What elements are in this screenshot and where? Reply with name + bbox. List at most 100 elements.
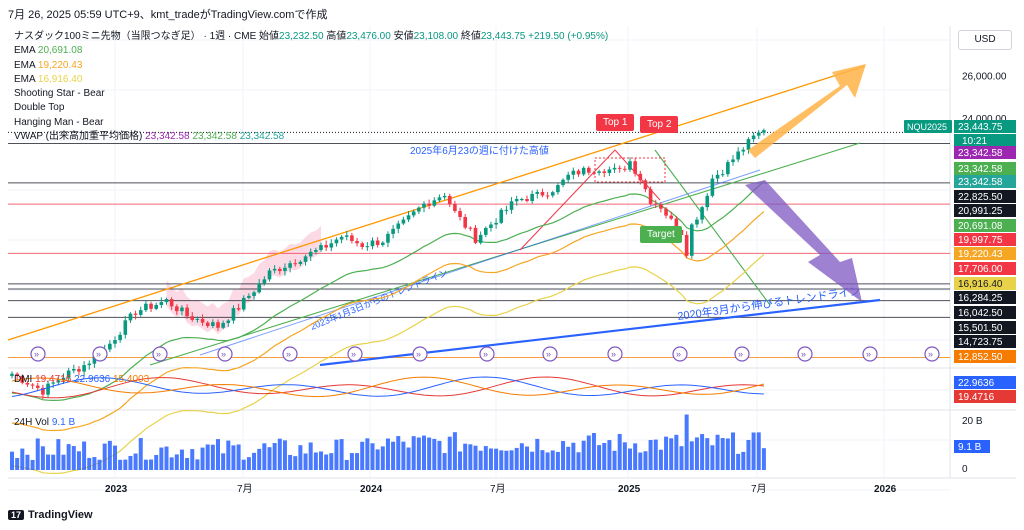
candle-body [278, 268, 282, 272]
volume-bar [689, 441, 694, 470]
indicator-name: EMA [14, 59, 36, 71]
candle-body [355, 241, 359, 244]
volume-bar [494, 448, 499, 470]
tradingview-logo[interactable]: 17 TradingView [8, 509, 93, 521]
vwap-value-3: 23,342.58 [239, 131, 285, 143]
volume-bar [488, 448, 493, 470]
candle-body [329, 243, 334, 248]
volume-bar [257, 448, 262, 470]
indicator-name: VWAP (出来高加重平均価格) [14, 131, 143, 143]
candle-body [700, 207, 704, 220]
event-markers: » » » » » » » » » » » » » » » [30, 346, 940, 362]
main-legend: ナスダック100ミニ先物（当限つなぎ足） · 1週 · CME 始値23,232… [14, 30, 608, 144]
volume-bar [385, 438, 390, 470]
volume-bar [35, 438, 40, 470]
volume-bar [514, 447, 519, 470]
top1-fall-line [614, 149, 661, 201]
event-marker [282, 346, 298, 362]
volume-legend[interactable]: 24H Vol 9.1 B [14, 417, 75, 428]
volume-bar [92, 457, 97, 470]
price-tag-text: 23,443.75 [958, 122, 1003, 133]
candle-body [360, 243, 364, 248]
volume-bar [468, 444, 473, 470]
price-tag-text: 17,706.00 [958, 264, 1003, 275]
event-marker [862, 346, 878, 362]
indicator-ema-2[interactable]: EMA 19,220.43 [14, 59, 608, 73]
volume-bar [416, 437, 421, 470]
volume-bar [190, 449, 195, 470]
candle-body [664, 208, 668, 216]
candle-body [133, 313, 138, 315]
volume-bar [648, 439, 653, 470]
candle-body [690, 224, 694, 256]
price-tag-bg [954, 247, 1016, 260]
candle-body [123, 320, 128, 335]
upper-channel-line [7, 65, 866, 341]
symbol-line[interactable]: ナスダック100ミニ先物（当限つなぎ足） · 1週 · CME 始値23,232… [14, 30, 608, 44]
candle-body [411, 211, 416, 216]
volume-bar [380, 446, 385, 470]
volume-bar [581, 440, 586, 470]
event-marker-glyph: » [483, 349, 488, 359]
volume-bar [293, 456, 298, 470]
candle-body [10, 373, 14, 376]
candle-body [30, 384, 35, 386]
candle-body [432, 200, 437, 206]
dmi-legend[interactable]: DMI 19.4716 22.9636 15.4003 [14, 374, 149, 385]
indicator-hanging-man[interactable]: Hanging Man - Bear [14, 116, 608, 130]
dmi-line-2 [11, 376, 764, 397]
candle-body [293, 263, 298, 265]
indicator-shooting-star[interactable]: Shooting Star - Bear [14, 87, 608, 101]
event-marker-glyph: » [866, 349, 871, 359]
candle-body [334, 239, 339, 244]
ohlc-open-value: 23,232.50 [279, 31, 324, 42]
candle-body [288, 263, 292, 268]
indicator-ema-3[interactable]: EMA 16,916.40 [14, 73, 608, 87]
volume-bar [633, 443, 638, 470]
volume-bar [221, 453, 226, 470]
volume-bar [349, 453, 354, 470]
price-tag-text: 20,691.08 [958, 221, 1003, 232]
ohlc-low-label: 安値 [393, 31, 414, 42]
candle-body [602, 171, 607, 174]
volume-bar [442, 453, 447, 470]
candle-body [525, 199, 529, 202]
indicator-double-top[interactable]: Double Top [14, 101, 608, 115]
volume-bar [298, 445, 303, 470]
candle-body [396, 223, 401, 229]
volume-bar [267, 447, 272, 470]
volume-bar [113, 445, 117, 470]
event-marker [607, 346, 623, 362]
volume-bar [746, 439, 751, 470]
indicator-ema-1[interactable]: EMA 20,691.08 [14, 44, 608, 58]
candle-body [344, 235, 349, 237]
ohlc-low-value: 23,108.00 [413, 31, 459, 42]
indicator-name: Shooting Star - Bear [14, 88, 105, 100]
volume-bar [555, 451, 560, 470]
currency-button[interactable]: USD [958, 30, 1012, 50]
candle-body [756, 132, 761, 136]
volume-bar [530, 451, 535, 470]
price-tag-text: 15,501.50 [958, 323, 1003, 334]
event-marker [217, 346, 233, 362]
candles [10, 128, 766, 400]
event-marker [924, 346, 940, 362]
trend-line-2020 [319, 298, 881, 367]
candle-body [576, 170, 581, 175]
volume-bar [411, 436, 416, 470]
candle-body [458, 211, 462, 217]
volume-bar [179, 449, 184, 470]
candle-body [437, 197, 442, 201]
volume-bar [15, 458, 20, 470]
time-tick-label: 7月 [237, 483, 253, 495]
candle-body [530, 193, 534, 202]
indicator-vwap[interactable]: VWAP (出来高加重平均価格) 23,342.58 23,342.58 23,… [14, 130, 608, 144]
volume-bar [679, 446, 684, 470]
candle-body [720, 174, 725, 176]
price-tag-bg [954, 146, 1016, 159]
candle-body [180, 307, 184, 312]
vwap-value-1: 23,342.58 [145, 131, 190, 143]
symbol-name: ナスダック100ミニ先物（当限つなぎ足） · 1週 · CME [14, 31, 257, 42]
event-marker-glyph: » [676, 349, 681, 359]
